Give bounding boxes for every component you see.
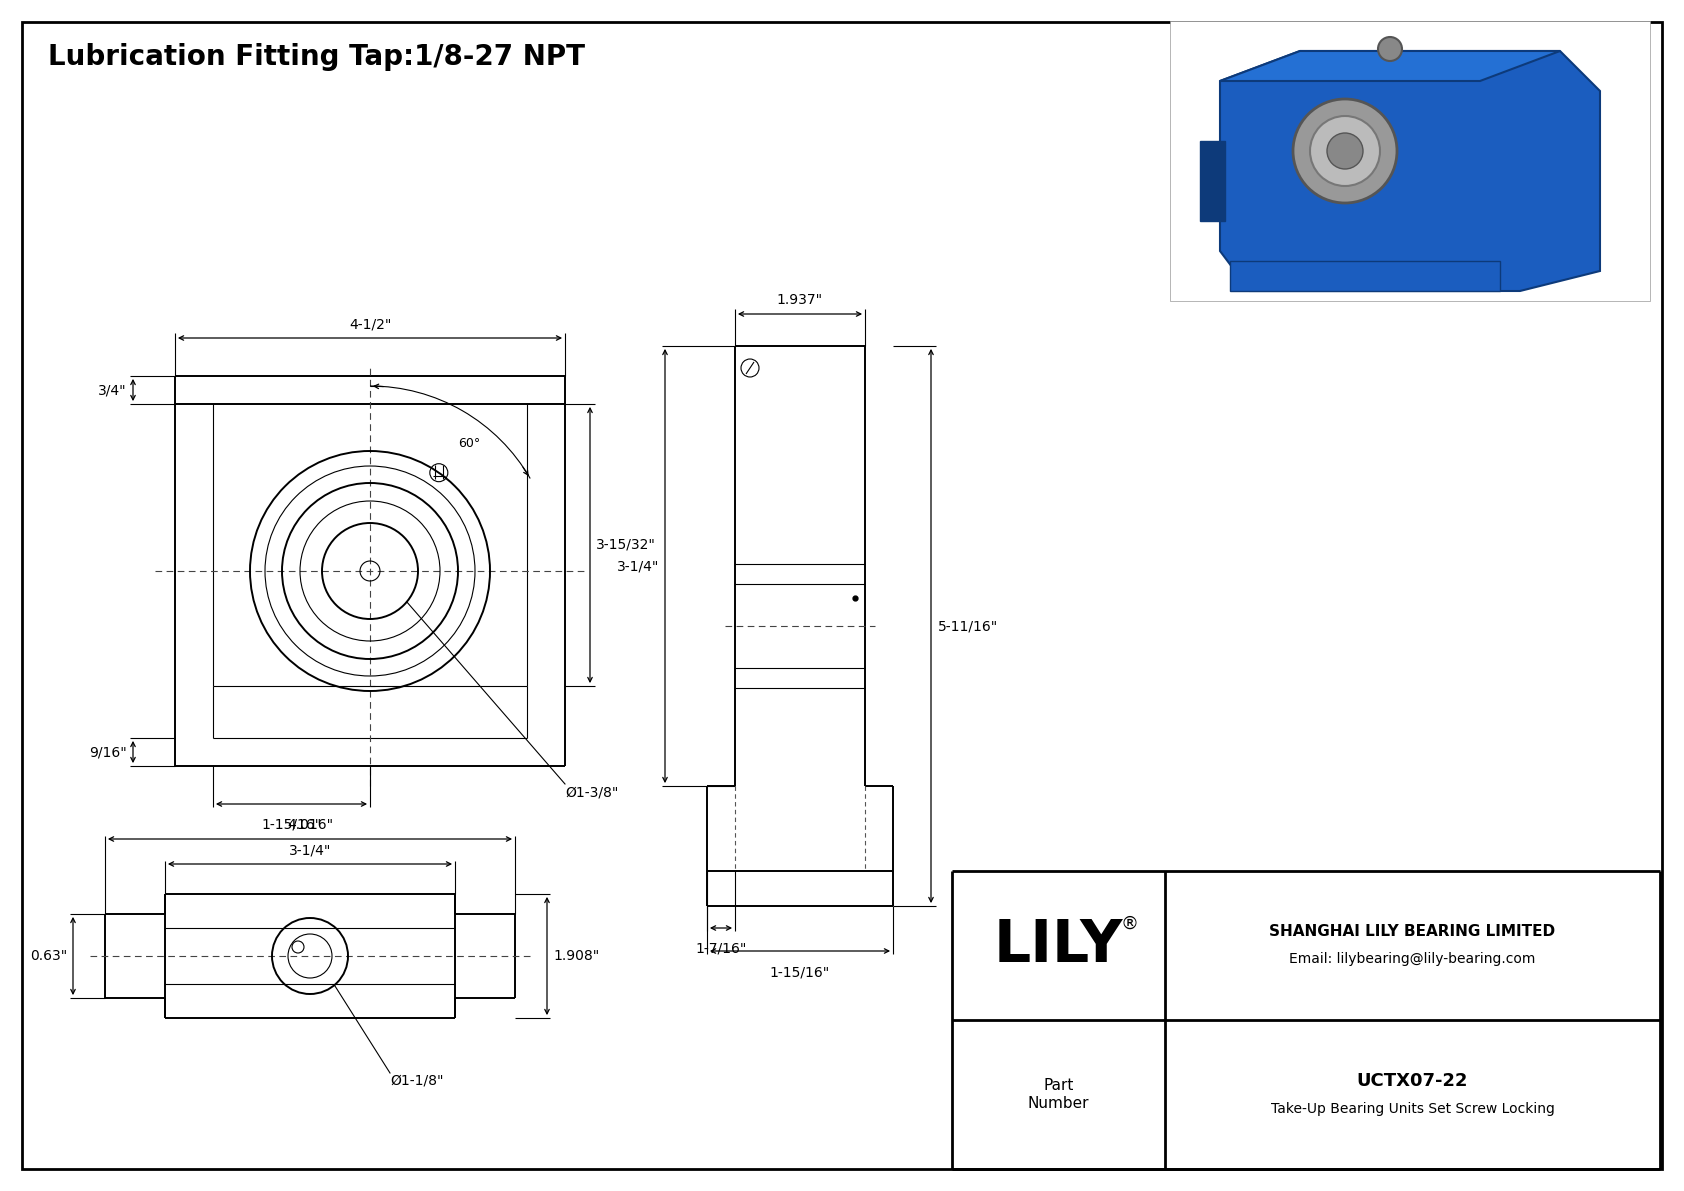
Text: UCTX07-22: UCTX07-22 [1357,1072,1468,1090]
Text: 1-15/16": 1-15/16" [261,818,322,833]
Text: 4-1/2": 4-1/2" [349,317,391,331]
Text: 60°: 60° [458,437,480,450]
Text: 3/4": 3/4" [98,384,126,397]
Text: 4.016": 4.016" [286,818,333,833]
Text: Part
Number: Part Number [1027,1078,1090,1111]
Bar [1201,141,1224,222]
Text: 9/16": 9/16" [89,746,126,759]
Text: 1.908": 1.908" [552,949,600,964]
Text: 1-15/16": 1-15/16" [770,965,830,979]
Text: LILY: LILY [994,917,1123,974]
Text: Ø1-3/8": Ø1-3/8" [566,786,618,800]
Text: 3-15/32": 3-15/32" [596,538,655,551]
Text: 1-7/16": 1-7/16" [695,942,746,956]
Text: SHANGHAI LILY BEARING LIMITED: SHANGHAI LILY BEARING LIMITED [1270,924,1556,939]
Bar [1170,21,1650,301]
Text: Email: lilybearing@lily-bearing.com: Email: lilybearing@lily-bearing.com [1290,953,1536,967]
Text: 3-1/4": 3-1/4" [290,843,332,858]
Polygon shape [1219,51,1559,81]
Bar [1229,261,1500,291]
Text: 0.63": 0.63" [30,949,67,964]
Text: ®: ® [1120,915,1138,933]
Text: 1.937": 1.937" [776,293,823,307]
Circle shape [1327,133,1362,169]
Circle shape [1378,37,1403,61]
Text: 3-1/4": 3-1/4" [616,559,658,573]
Polygon shape [1219,51,1600,291]
Text: Take-Up Bearing Units Set Screw Locking: Take-Up Bearing Units Set Screw Locking [1270,1102,1554,1116]
Circle shape [1293,99,1398,202]
Text: Ø1-1/8": Ø1-1/8" [391,1073,443,1087]
Text: 5-11/16": 5-11/16" [938,619,999,632]
Circle shape [1310,116,1379,186]
Text: Lubrication Fitting Tap:1/8-27 NPT: Lubrication Fitting Tap:1/8-27 NPT [49,43,584,71]
